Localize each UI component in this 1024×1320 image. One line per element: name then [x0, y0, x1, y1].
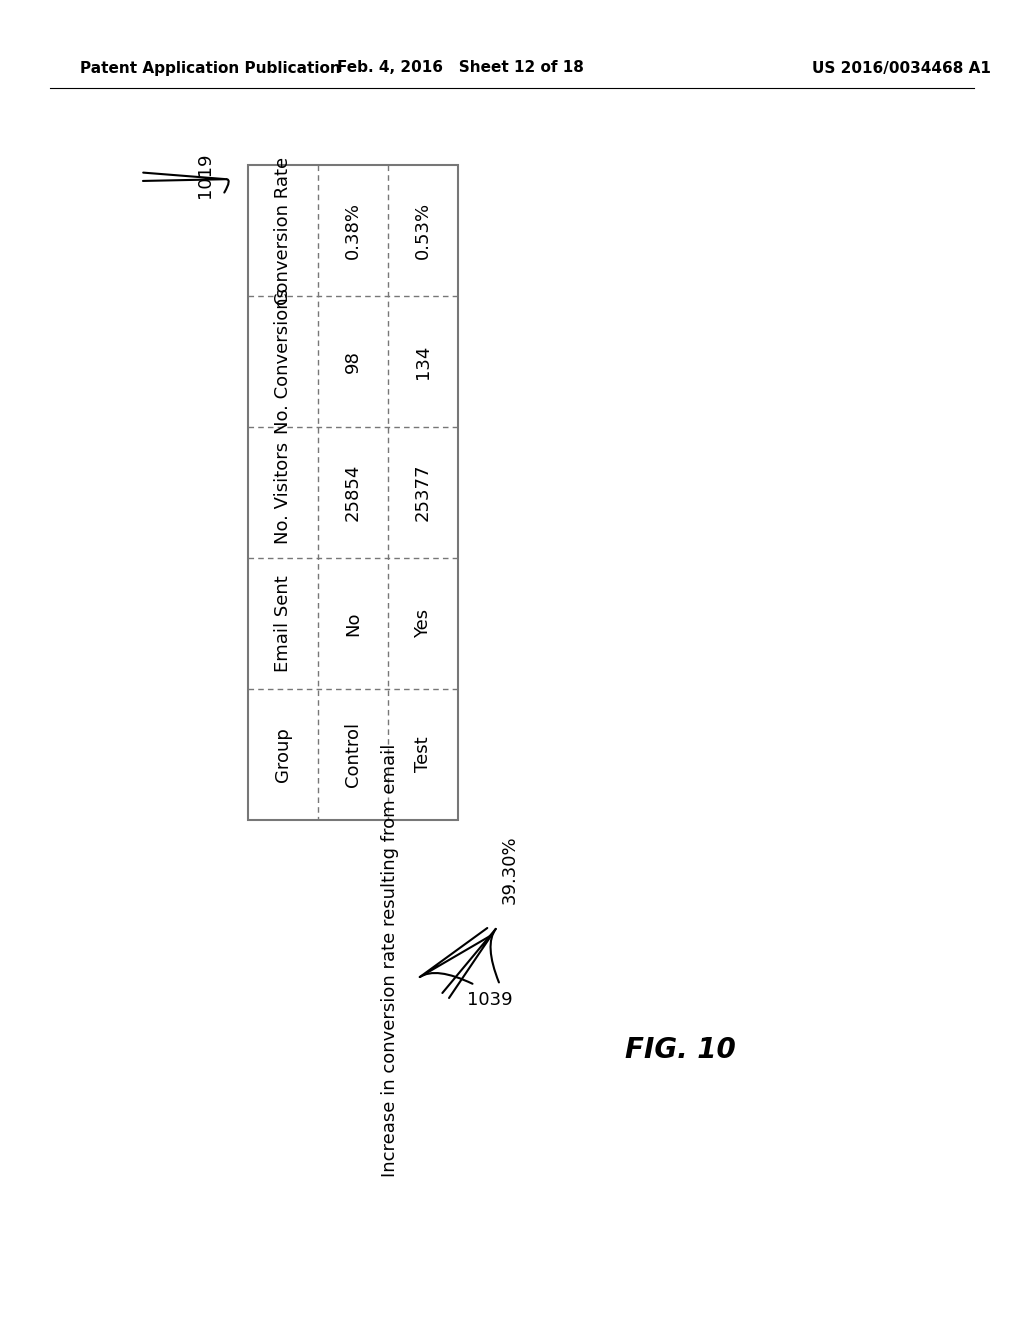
Text: 25377: 25377	[414, 463, 432, 521]
Text: FIG. 10: FIG. 10	[625, 1036, 735, 1064]
Text: No. Visitors: No. Visitors	[274, 441, 292, 544]
Text: 0.38%: 0.38%	[344, 202, 362, 259]
Bar	[248, 165, 458, 820]
Text: 1039: 1039	[467, 991, 513, 1008]
Text: Conversion Rate: Conversion Rate	[274, 157, 292, 305]
Text: Yes: Yes	[414, 609, 432, 638]
Text: 1019: 1019	[196, 152, 214, 198]
Text: Feb. 4, 2016   Sheet 12 of 18: Feb. 4, 2016 Sheet 12 of 18	[337, 61, 585, 75]
Text: 134: 134	[414, 345, 432, 379]
Text: Control: Control	[344, 722, 362, 787]
Text: Email Sent: Email Sent	[274, 576, 292, 672]
Text: 98: 98	[344, 350, 362, 374]
Text: 0.53%: 0.53%	[414, 202, 432, 259]
Text: US 2016/0034468 A1: US 2016/0034468 A1	[812, 61, 990, 75]
Text: Increase in conversion rate resulting from email: Increase in conversion rate resulting fr…	[381, 743, 399, 1176]
Text: 39.30%: 39.30%	[501, 836, 519, 904]
Text: 25854: 25854	[344, 463, 362, 521]
Text: No. Conversions: No. Conversions	[274, 289, 292, 434]
Text: No: No	[344, 611, 362, 636]
Text: Group: Group	[274, 727, 292, 781]
Text: Test: Test	[414, 737, 432, 772]
Text: Patent Application Publication: Patent Application Publication	[80, 61, 341, 75]
